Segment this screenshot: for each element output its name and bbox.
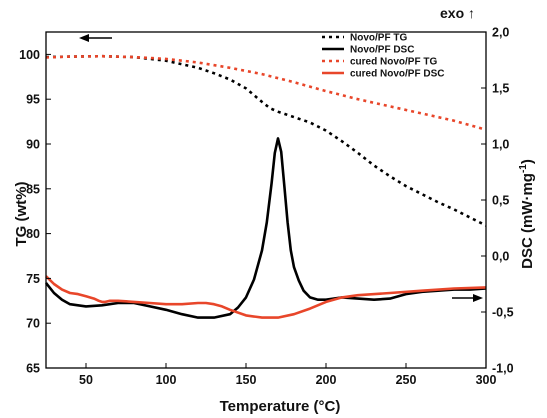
series-line-novo-pf-tg [45, 54, 487, 227]
x-tick-label: 50 [79, 373, 93, 387]
y-left-tick-label: 70 [26, 317, 40, 331]
y-axis-right-title-close: ) [519, 159, 536, 164]
y-right-tick-label: 1,0 [492, 138, 509, 152]
series-line-cured-novo-pf-tg [45, 54, 487, 131]
left-arrow-head [79, 34, 89, 42]
y-right-tick-label: 0,0 [492, 250, 509, 264]
y-axis-right-title: DSC (mW·mg-1) [518, 159, 536, 269]
x-tick-label: 100 [156, 373, 177, 387]
x-tick-label: 150 [236, 373, 257, 387]
x-tick-label: 200 [316, 373, 337, 387]
y-axis-right-title-sup: -1 [518, 164, 529, 173]
ticks-layer: 50 100 150 200 250 300 65 70 75 80 85 90 95 100 -1,0 -0… [19, 26, 513, 388]
x-axis-title: Temperature (°C) [220, 398, 341, 415]
y-left-tick-label: 95 [26, 93, 40, 107]
y-left-tick-label: 100 [19, 48, 40, 62]
x-tick-label: 250 [396, 373, 417, 387]
y-axis-left-title: TG (wt%) [13, 182, 30, 247]
series-layer [44, 54, 487, 319]
right-axis-arrow [452, 294, 483, 302]
y-left-tick-label: 75 [26, 272, 40, 286]
y-left-tick-label: 65 [26, 362, 40, 376]
y-right-tick-label: -1,0 [492, 362, 514, 376]
y-left-tick-label: 85 [26, 182, 40, 196]
series-line-cured-novo-pf-dsc [45, 275, 487, 319]
legend-label: cured Novo/PF TG [350, 57, 437, 68]
y-left-tick-label: 90 [26, 138, 40, 152]
left-axis-arrow [79, 34, 112, 42]
x-tick-label: 300 [476, 373, 497, 387]
legend-label: cured Novo/PF DSC [350, 69, 444, 80]
y-right-tick-label: -0,5 [492, 306, 514, 320]
y-right-tick-label: 2,0 [492, 26, 509, 40]
right-arrow-head [473, 294, 483, 302]
y-left-tick-label: 80 [26, 227, 40, 241]
legend-label: Novo/PF DSC [350, 45, 414, 56]
y-axis-right-title-main: DSC (mW·mg [519, 173, 536, 269]
y-right-tick-label: 1,5 [492, 82, 509, 96]
y-right-tick-label: 0,5 [492, 194, 509, 208]
exo-label: exo ↑ [440, 5, 475, 21]
legend-label: Novo/PF TG [350, 33, 407, 44]
